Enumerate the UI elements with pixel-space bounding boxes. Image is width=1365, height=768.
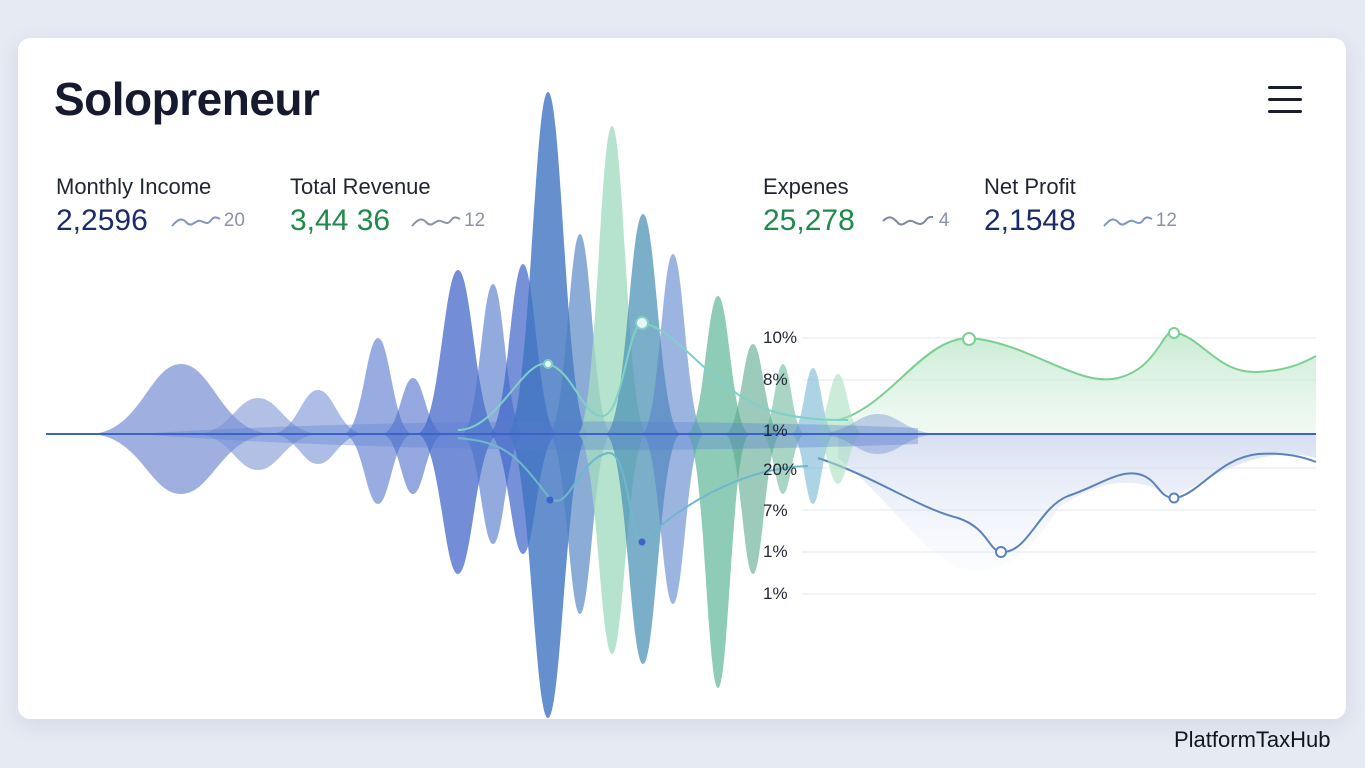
wave-peak [812,374,864,484]
wave-peak [724,344,782,574]
lower-axis-tick: 1% [763,542,788,561]
wave-peak [760,364,806,494]
stat-value: 25,278 [763,204,855,237]
teal-upper-curve [457,321,849,431]
wave-peak [641,254,705,604]
stat-expenses: Expenes 25,278 4 [763,174,949,238]
wave-peak [270,390,366,464]
wave-peak [604,214,682,664]
upper-axis-tick: 10% [763,328,798,347]
stat-trend-value: 20 [223,210,245,231]
revenue-wave-chart [46,92,1317,718]
stat-trend-value: 12 [464,210,486,231]
teal-upper-point[interactable] [543,359,553,369]
brand-watermark: PlatformTaxHub [1174,727,1331,752]
wave-peak [342,338,414,504]
wave-peak [548,234,612,614]
stat-trend-value: 12 [1155,210,1177,231]
teal-lower-point[interactable] [546,496,554,504]
lower-trend-line [817,452,1317,554]
upper-trend-point[interactable] [1168,327,1180,339]
stat-label: Monthly Income [56,174,212,199]
wave-peak [88,364,274,494]
upper-trend-point[interactable] [962,332,976,346]
hamburger-menu-icon[interactable] [1265,84,1305,116]
wave-peak [576,126,648,654]
teal-upper-point[interactable] [635,316,649,330]
stat-value: 2,2596 [56,204,148,237]
lower-axis-tick: 20% [763,460,798,479]
wave-peak [506,92,590,718]
sparkline-icon [411,216,461,227]
stat-label: Net Profit [984,174,1076,199]
stat-total-revenue: Total Revenue 3,44 36 12 [290,174,485,238]
upper-axis-tick: 8% [763,370,788,389]
lower-axis-tick: 1% [763,584,788,603]
lower-trend-area [838,434,1316,571]
upper-trend-area [818,331,1316,434]
stat-monthly-income: Monthly Income 2,2596 20 [56,174,245,238]
app-title: Solopreneur [54,73,320,125]
stat-value: 2,1548 [984,204,1076,237]
wave-peak [416,270,500,574]
lower-trend-point[interactable] [995,546,1007,558]
teal-lower-curve [457,437,809,544]
lower-axis-tick: 7% [763,501,788,520]
sparkline-icon [882,215,933,226]
wave-peak [686,296,750,688]
stat-label: Total Revenue [290,174,431,199]
sparkline-icon [171,216,221,227]
dashboard-card: Solopreneur Monthly Income 2,2596 20 Tot… [18,38,1346,719]
upper-axis-tick: 1% [763,421,788,440]
upper-trend-line [837,330,1317,421]
stat-trend-value: 4 [938,210,950,231]
stat-value: 3,44 36 [290,204,391,237]
sparkline-icon [1103,216,1153,227]
stat-net-profit: Net Profit 2,1548 12 [984,174,1177,238]
wave-peak [381,378,445,494]
lower-trend-point[interactable] [1168,492,1180,504]
stat-label: Expenes [763,174,849,199]
teal-lower-point[interactable] [638,538,646,546]
wave-horizon-band [138,421,918,450]
wave-peak [790,368,836,504]
wave-peak [461,284,525,544]
